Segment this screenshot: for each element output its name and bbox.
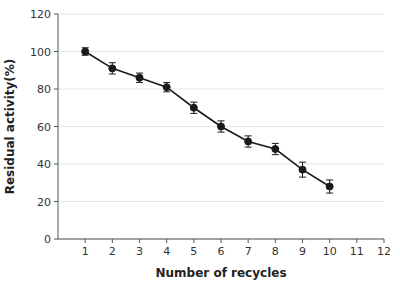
error-bar (245, 136, 252, 147)
x-tick (248, 239, 249, 243)
error-bar (109, 63, 116, 74)
point (245, 138, 252, 145)
y-tick-label: 40 (37, 158, 51, 171)
y-tick (54, 51, 58, 52)
x-tick (85, 239, 86, 243)
x-tick (275, 239, 276, 243)
error-bar (136, 73, 143, 82)
x-tick-label: 5 (190, 245, 197, 258)
x-tick (139, 239, 140, 243)
y-tick (54, 164, 58, 165)
x-tick (112, 239, 113, 243)
point (190, 104, 197, 111)
y-tick-label: 100 (30, 46, 51, 59)
line (85, 52, 330, 187)
grid-line (58, 201, 384, 202)
point (163, 84, 170, 91)
grid-line (58, 51, 384, 52)
x-tick (302, 239, 303, 243)
chart: 123456789101112020406080100120Number of … (0, 0, 400, 285)
x-tick-label: 6 (218, 245, 225, 258)
x-tick (166, 239, 167, 243)
point (326, 183, 333, 190)
x-tick-label: 8 (272, 245, 279, 258)
x-tick-label: 11 (350, 245, 364, 258)
y-tick (54, 14, 58, 15)
y-tick-label: 20 (37, 196, 51, 209)
x-axis-label: Number of recycles (155, 266, 286, 280)
x-tick-label: 7 (245, 245, 252, 258)
error-bar (163, 82, 170, 91)
x-tick (356, 239, 357, 243)
point (272, 146, 279, 153)
x-tick (193, 239, 194, 243)
grid-line (58, 14, 384, 15)
y-tick-label: 0 (44, 233, 51, 246)
point (109, 65, 116, 72)
x-tick-label: 2 (109, 245, 116, 258)
error-bar (218, 121, 225, 132)
grid-line (58, 164, 384, 165)
x-tick-label: 1 (82, 245, 89, 258)
error-bar (272, 143, 279, 154)
y-tick (54, 239, 58, 240)
x-tick-label: 9 (299, 245, 306, 258)
x-tick-label: 4 (163, 245, 170, 258)
x-tick-label: 12 (377, 245, 391, 258)
point (82, 48, 89, 55)
point (136, 74, 143, 81)
point (218, 123, 225, 130)
y-tick (54, 201, 58, 202)
error-bar (82, 48, 89, 56)
chart-container: 123456789101112020406080100120Number of … (0, 0, 400, 285)
x-tick (384, 239, 385, 243)
grid (58, 14, 384, 239)
y-tick-label: 120 (30, 8, 51, 21)
plot-data (82, 48, 334, 193)
y-tick (54, 126, 58, 127)
error-bar (299, 162, 306, 177)
grid-line (58, 89, 384, 90)
y-tick-label: 80 (37, 83, 51, 96)
y-axis-label: Residual activity(%) (3, 59, 17, 195)
error-bar (326, 180, 333, 193)
y-tick-label: 60 (37, 121, 51, 134)
x-tick-label: 10 (323, 245, 337, 258)
axes: 123456789101112020406080100120 (30, 8, 391, 258)
x-tick (329, 239, 330, 243)
y-tick (54, 89, 58, 90)
x-tick (221, 239, 222, 243)
x-tick-label: 3 (136, 245, 143, 258)
error-bar (190, 102, 197, 113)
point (299, 166, 306, 173)
